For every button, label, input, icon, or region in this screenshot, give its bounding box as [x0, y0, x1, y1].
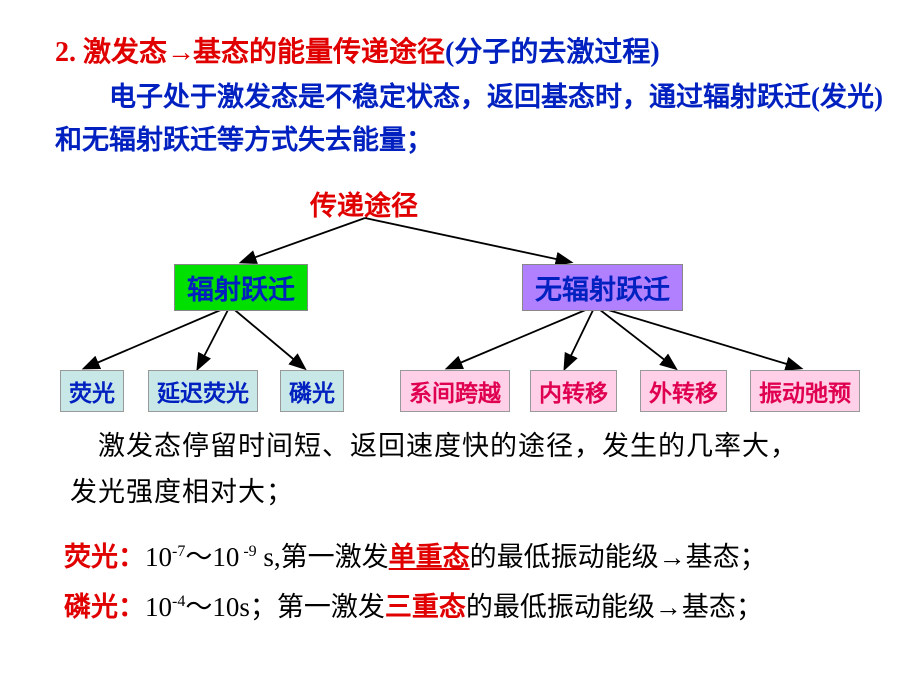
title-arrow: →: [167, 37, 193, 68]
slide-root: 2. 激发态→基态的能量传递途径(分子的去激过程) 电子处于激发态是不稳定状态，…: [0, 0, 920, 690]
leaf-phosphor: 磷光: [280, 370, 344, 412]
leaf-external: 外转移: [640, 370, 727, 412]
phos-range: 10-4～10s；: [145, 592, 277, 622]
title-part2: 基态的能量传递途径: [193, 37, 445, 68]
phos-t1: 第一激发: [277, 592, 385, 622]
title-part1: 激发态: [83, 37, 167, 68]
fluor-label: 荧光：: [64, 542, 145, 572]
tree-root-label: 传递途径: [310, 184, 418, 223]
fluor-tilde: ～: [185, 542, 212, 572]
node-non-radiative: 无辐射跃迁: [522, 264, 683, 311]
intro-indent: [55, 82, 109, 112]
phos-label: 磷光：: [64, 592, 145, 622]
summary-line1: 激发态停留时间短、返回速度快的途径，发生的几率大，: [70, 431, 798, 461]
phos-tilde: ～: [185, 592, 212, 622]
title-sub: 分子的去激过程: [454, 37, 650, 68]
fluor-exp-a: -7: [172, 543, 185, 560]
phos-10b: 10s；: [212, 592, 277, 622]
fluorescence-line: 荧光：10-7～10 -9 s,第一激发单重态的最低振动能级→基态；: [64, 535, 767, 574]
fluor-exp-b: -9: [239, 543, 256, 560]
node-radiative: 辐射跃迁: [174, 264, 308, 311]
title-number: 2.: [55, 37, 76, 68]
fluor-range: 10-7～10 -9 s,: [145, 542, 281, 572]
section-title: 2. 激发态→基态的能量传递途径(分子的去激过程): [55, 30, 660, 70]
phosphorescence-line: 磷光：10-4～10s；第一激发三重态的最低振动能级→基态；: [64, 585, 763, 624]
intro-text: 电子处于激发态是不稳定状态，返回基态时，通过辐射跃迁(发光)和无辐射跃迁等方式失…: [55, 76, 885, 162]
fluor-unit: s,: [257, 542, 281, 572]
fluor-10a: 10: [145, 542, 172, 572]
fluor-red: 单重态: [389, 542, 470, 572]
phos-exp-a: -4: [172, 593, 185, 610]
leaf-fluor: 荧光: [60, 370, 124, 412]
summary-line2: 发光强度相对大；: [70, 477, 294, 507]
leaf-delayed-fluor: 延迟荧光: [148, 370, 258, 412]
leaf-internal: 内转移: [530, 370, 617, 412]
intro-body: 电子处于激发态是不稳定状态，返回基态时，通过辐射跃迁(发光)和无辐射跃迁等方式失…: [55, 82, 883, 155]
title-paren-open: (: [445, 37, 454, 68]
fluor-t2: 的最低振动能级→基态；: [470, 542, 767, 572]
phos-t2: 的最低振动能级→基态；: [466, 592, 763, 622]
phos-10a: 10: [145, 592, 172, 622]
leaf-intersystem: 系间跨越: [400, 370, 510, 412]
leaf-vibrational: 振动弛预: [750, 370, 860, 412]
phos-red: 三重态: [385, 592, 466, 622]
title-paren-close: ): [650, 37, 659, 68]
fluor-10b: 10: [212, 542, 239, 572]
summary-paragraph: 激发态停留时间短、返回速度快的途径，发生的几率大， 发光强度相对大；: [70, 424, 900, 516]
fluor-t1: 第一激发: [281, 542, 389, 572]
